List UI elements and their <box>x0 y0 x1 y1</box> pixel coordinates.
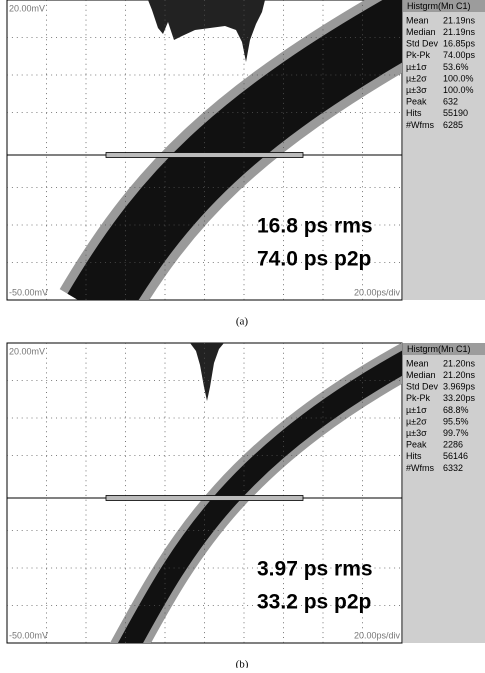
caption: (a) <box>236 316 249 328</box>
figure: 20.00mV -50.00mV 20.00ps/div 16.8 ps rms 74.… <box>0 0 485 668</box>
timebase: 20.00ps/div <box>354 287 401 297</box>
page: {"panels": [ {"scale_top": "20.00mV", "s… <box>0 0 485 668</box>
scale-bottom: -50.00mV <box>9 630 48 640</box>
stat-value: 33.20ps <box>443 393 476 403</box>
scale-top: 20.00mV <box>9 3 45 13</box>
stats-title: Histgrm(Mn C1) <box>407 1 471 11</box>
stat-value: 95.5% <box>443 416 469 426</box>
stats-title: Histgrm(Mn C1) <box>407 344 471 354</box>
stat-value: 100.0% <box>443 85 474 95</box>
gate-bar <box>106 153 303 158</box>
stat-value: 6332 <box>443 463 463 473</box>
stat-label: Mean <box>406 358 429 368</box>
stat-value: 68.8% <box>443 405 469 415</box>
stat-value: 55190 <box>443 108 468 118</box>
timebase: 20.00ps/div <box>354 630 401 640</box>
stat-value: 6285 <box>443 120 463 130</box>
stat-label: Median <box>406 370 436 380</box>
stat-label: Hits <box>406 451 422 461</box>
stat-value: 2286 <box>443 440 463 450</box>
gate-bar <box>106 496 303 501</box>
stat-label: Std Dev <box>406 39 439 49</box>
annotation: 74.0 ps p2p <box>257 248 371 271</box>
stat-label: Peak <box>406 97 427 107</box>
stat-value: 21.20ns <box>443 358 476 368</box>
stat-label: µ±3σ <box>406 85 427 95</box>
stat-label: Hits <box>406 108 422 118</box>
stat-label: Pk-Pk <box>406 393 431 403</box>
stat-value: 3.969ps <box>443 382 476 392</box>
stat-label: µ±2σ <box>406 416 427 426</box>
stat-value: 74.00ps <box>443 50 476 60</box>
stat-label: µ±1σ <box>406 405 427 415</box>
caption: (b) <box>236 659 249 668</box>
stat-label: #Wfms <box>406 120 434 130</box>
annotation: 3.97 ps rms <box>257 558 373 581</box>
stat-label: Pk-Pk <box>406 50 431 60</box>
stat-value: 21.20ns <box>443 370 476 380</box>
annotation: 16.8 ps rms <box>257 215 373 238</box>
annotation: 33.2 ps p2p <box>257 591 371 614</box>
stat-label: Peak <box>406 440 427 450</box>
stat-label: µ±2σ <box>406 73 427 83</box>
stat-value: 99.7% <box>443 428 469 438</box>
scale-top: 20.00mV <box>9 346 45 356</box>
stat-label: µ±1σ <box>406 62 427 72</box>
stat-label: #Wfms <box>406 463 434 473</box>
stat-value: 53.6% <box>443 62 469 72</box>
scope-panel: 20.00mV -50.00mV 20.00ps/div 16.8 ps rms 74.… <box>7 0 485 328</box>
stat-label: Std Dev <box>406 382 439 392</box>
stat-value: 16.85ps <box>443 39 476 49</box>
stat-value: 100.0% <box>443 73 474 83</box>
scale-bottom: -50.00mV <box>9 287 48 297</box>
stat-label: µ±3σ <box>406 428 427 438</box>
scope-panel: 20.00mV -50.00mV 20.00ps/div 3.97 ps rms 33.… <box>7 343 485 668</box>
stat-value: 21.19ns <box>443 15 476 25</box>
stat-label: Mean <box>406 15 429 25</box>
stat-value: 21.19ns <box>443 27 476 37</box>
stat-value: 56146 <box>443 451 468 461</box>
stat-value: 632 <box>443 97 458 107</box>
stat-label: Median <box>406 27 436 37</box>
